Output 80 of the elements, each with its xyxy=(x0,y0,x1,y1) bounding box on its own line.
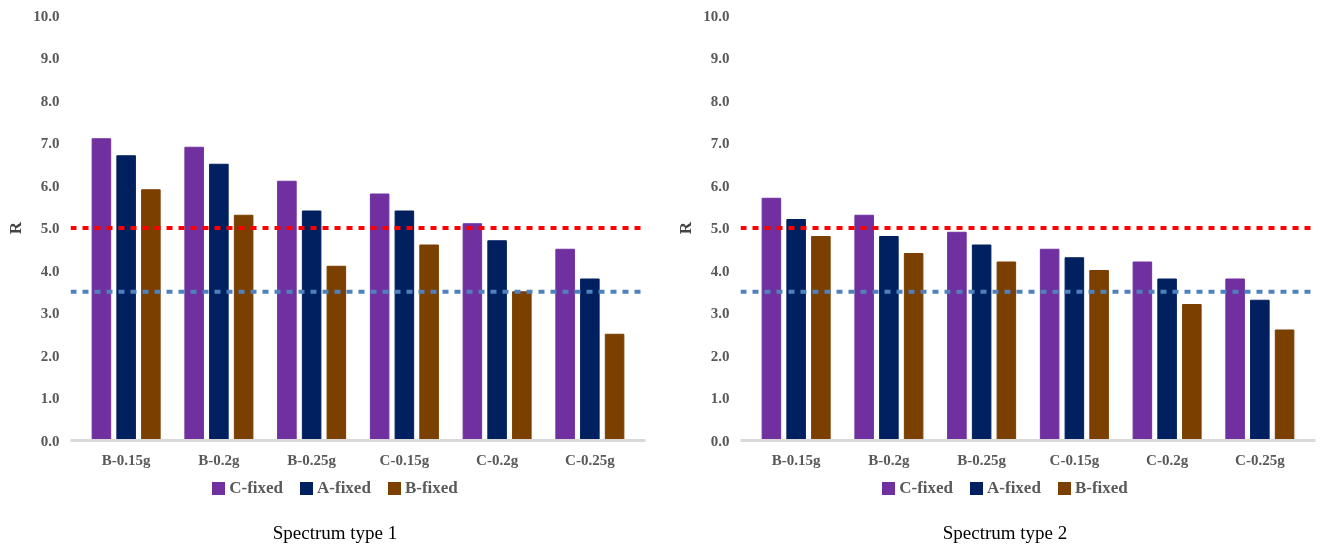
x-tick-label: C-0.2g xyxy=(1146,451,1189,468)
x-tick-label: C-0.25g xyxy=(1235,451,1286,468)
y-tick-label: 0.0 xyxy=(710,432,730,449)
x-tick-label: B-0.15g xyxy=(771,451,822,468)
text: Spectrum type 2 xyxy=(941,521,1069,545)
x-tick-label: B-0.2g xyxy=(198,451,241,468)
bar xyxy=(209,163,229,441)
bar xyxy=(277,180,297,441)
x-tick-label: B-0.25g xyxy=(287,451,337,468)
bar xyxy=(879,236,899,441)
y-tick-label: 2.0 xyxy=(710,347,730,364)
legend-label: B-fixed xyxy=(404,477,458,497)
bar xyxy=(604,333,625,441)
y-tick-label: 0.0 xyxy=(40,432,60,449)
bar xyxy=(903,253,924,441)
y-tick-label: 10.0 xyxy=(33,7,60,24)
legend-label: A-fixed xyxy=(317,477,371,497)
y-tick-label: 2.0 xyxy=(40,347,60,364)
y-tick-label: 6.0 xyxy=(710,177,730,194)
bar xyxy=(1182,304,1202,441)
x-tick-label: B-0.15g xyxy=(101,451,152,468)
bar xyxy=(1274,329,1295,441)
bar xyxy=(512,291,532,441)
bar xyxy=(580,278,600,441)
bar xyxy=(369,193,390,441)
y-tick-label: 1.0 xyxy=(710,390,730,406)
bar xyxy=(1157,278,1177,441)
y-axis-title: R xyxy=(676,221,696,235)
legend-label: A-fixed xyxy=(987,477,1041,497)
y-tick-label: 8.0 xyxy=(710,92,730,109)
bar xyxy=(555,248,575,441)
bar xyxy=(326,265,347,441)
y-tick-label: 3.0 xyxy=(710,305,730,321)
bar xyxy=(947,231,967,441)
bar xyxy=(1132,261,1153,441)
x-tick-label: C-0.15g xyxy=(1049,451,1100,468)
bar xyxy=(233,214,254,441)
bar xyxy=(487,240,507,441)
y-tick-label: 7.0 xyxy=(40,135,60,151)
y-tick-label: 6.0 xyxy=(40,177,60,194)
legend-label: C-fixed xyxy=(899,477,954,497)
x-tick-label: B-0.25g xyxy=(957,451,1007,468)
bar xyxy=(419,244,439,441)
bar xyxy=(301,210,322,441)
x-tick-label: C-0.25g xyxy=(565,451,616,468)
bar xyxy=(116,155,136,441)
bar xyxy=(786,219,806,441)
x-tick-label: B-0.2g xyxy=(868,451,911,468)
y-tick-label: 4.0 xyxy=(40,262,60,279)
bar xyxy=(462,223,483,441)
bar xyxy=(854,214,874,441)
legend-label: C-fixed xyxy=(229,477,284,497)
legend-label: B-fixed xyxy=(1074,477,1128,497)
bar xyxy=(1225,278,1245,441)
y-tick-label: 5.0 xyxy=(40,220,60,236)
y-tick-label: 4.0 xyxy=(710,262,730,279)
y-tick-label: 10.0 xyxy=(703,7,730,24)
y-tick-label: 5.0 xyxy=(710,220,730,236)
y-tick-label: 1.0 xyxy=(40,390,60,406)
y-tick-label: 3.0 xyxy=(40,305,60,321)
y-tick-label: 7.0 xyxy=(710,135,730,151)
x-tick-label: C-0.2g xyxy=(476,451,519,468)
bar xyxy=(996,261,1017,441)
bar xyxy=(394,210,415,441)
bar xyxy=(1089,270,1109,441)
y-axis-title: R xyxy=(6,221,26,235)
y-tick-label: 9.0 xyxy=(40,50,60,66)
bar xyxy=(1039,248,1060,441)
bar xyxy=(761,197,782,441)
text: Spectrum type 1 xyxy=(271,521,399,545)
y-tick-label: 9.0 xyxy=(710,50,730,66)
y-tick-label: 8.0 xyxy=(40,92,60,109)
bar xyxy=(811,236,831,441)
bar xyxy=(91,138,112,441)
x-tick-label: C-0.15g xyxy=(379,451,430,468)
bar xyxy=(1064,257,1085,441)
bar xyxy=(184,146,204,441)
bar xyxy=(971,244,992,441)
bar xyxy=(141,189,161,441)
bar xyxy=(1250,299,1270,441)
